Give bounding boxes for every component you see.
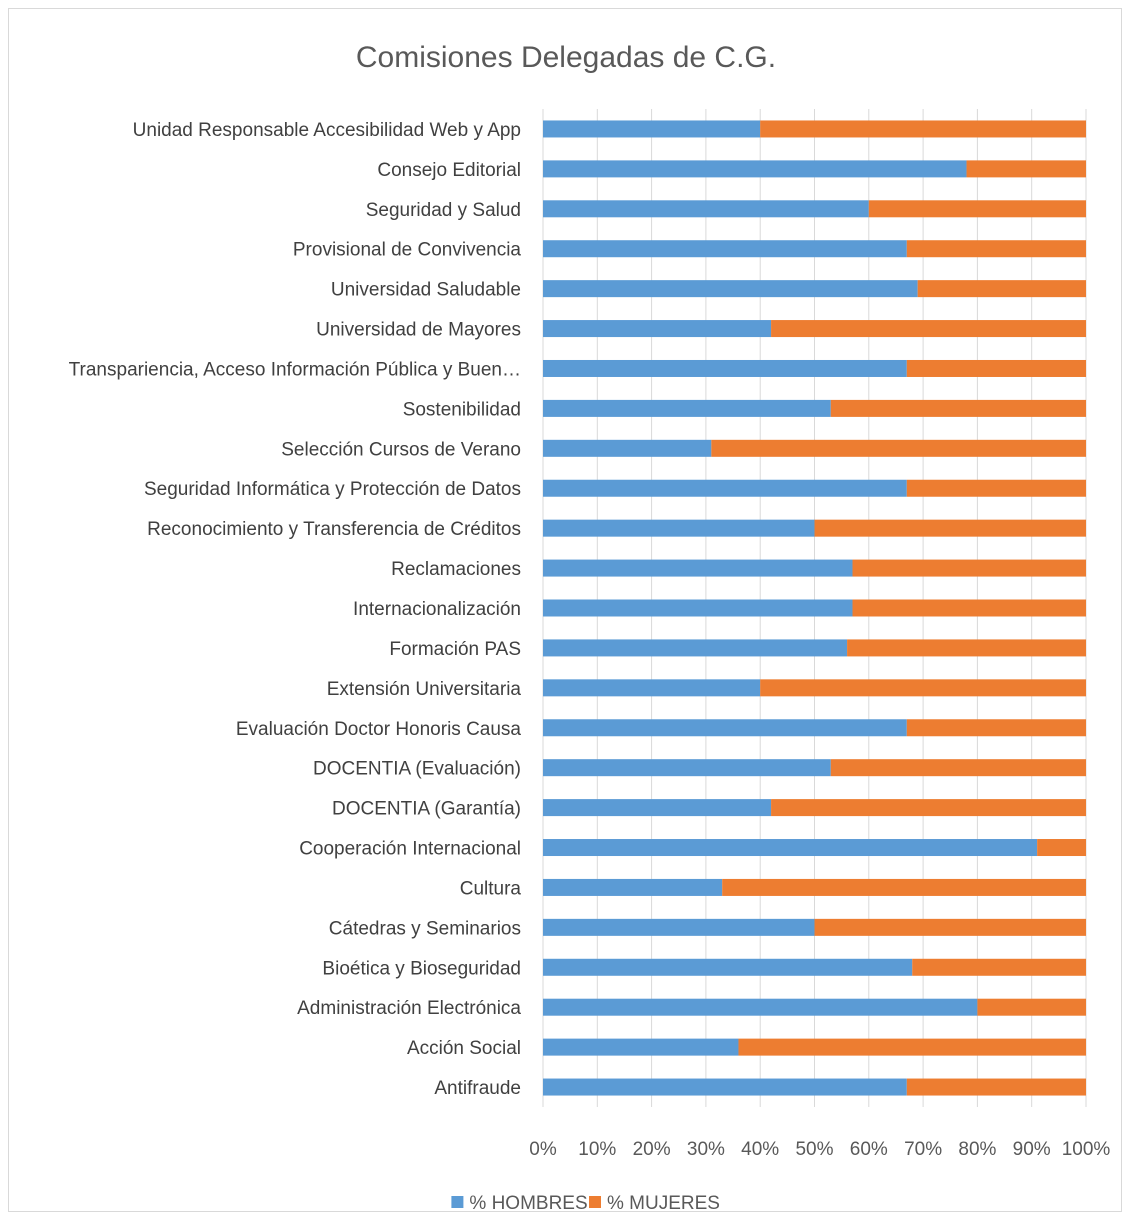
bar-mujeres bbox=[830, 759, 1086, 777]
bar-hombres bbox=[543, 200, 869, 218]
bar-mujeres bbox=[771, 320, 1086, 338]
category-label: Reconocimiento y Transferencia de Crédit… bbox=[147, 519, 521, 540]
bar-mujeres bbox=[868, 200, 1086, 218]
chart-frame: Comisiones Delegadas de C.G. Unidad Resp… bbox=[8, 8, 1122, 1213]
bar-mujeres bbox=[906, 359, 1086, 377]
bar-hombres bbox=[543, 839, 1038, 857]
bar-mujeres bbox=[814, 519, 1086, 537]
x-tick-label: 10% bbox=[578, 1139, 616, 1160]
category-label: Evaluación Doctor Honoris Causa bbox=[236, 719, 522, 740]
bar-mujeres bbox=[852, 599, 1086, 617]
bar-hombres bbox=[543, 878, 723, 896]
category-label: Sostenibilidad bbox=[403, 399, 521, 420]
category-label: Reclamaciones bbox=[391, 559, 521, 580]
category-label: Universidad de Mayores bbox=[316, 320, 521, 341]
category-label: Selección Cursos de Verano bbox=[281, 439, 521, 460]
bar-hombres bbox=[543, 519, 815, 537]
bars bbox=[543, 120, 1086, 1096]
x-tick-label: 50% bbox=[795, 1139, 833, 1160]
x-tick-label: 100% bbox=[1062, 1139, 1111, 1160]
bar-hombres bbox=[543, 799, 772, 817]
bar-hombres bbox=[543, 1038, 739, 1056]
bar-hombres bbox=[543, 759, 831, 777]
x-tick-label: 70% bbox=[904, 1139, 942, 1160]
x-tick-label: 20% bbox=[633, 1139, 671, 1160]
bar-mujeres bbox=[906, 240, 1086, 258]
category-label: Cooperación Internacional bbox=[299, 839, 521, 860]
bar-hombres bbox=[543, 639, 848, 657]
category-label: Provisional de Convivencia bbox=[293, 240, 522, 261]
bar-hombres bbox=[543, 958, 913, 976]
bar-mujeres bbox=[722, 878, 1086, 896]
bar-hombres bbox=[543, 399, 831, 417]
bar-mujeres bbox=[847, 639, 1086, 657]
x-tick-label: 30% bbox=[687, 1139, 725, 1160]
category-label: Extensión Universitaria bbox=[327, 679, 522, 700]
bar-hombres bbox=[543, 559, 853, 577]
bar-hombres bbox=[543, 599, 853, 617]
bar-mujeres bbox=[760, 679, 1086, 697]
category-label: Internacionalización bbox=[353, 599, 521, 620]
category-label: Cultura bbox=[460, 878, 522, 899]
category-label: Acción Social bbox=[407, 1038, 521, 1059]
bar-hombres bbox=[543, 918, 815, 936]
bar-mujeres bbox=[738, 1038, 1086, 1056]
bar-hombres bbox=[543, 998, 978, 1016]
bar-hombres bbox=[543, 1078, 907, 1096]
category-labels: Unidad Responsable Accesibilidad Web y A… bbox=[69, 120, 522, 1099]
category-label: Seguridad y Salud bbox=[366, 200, 521, 221]
bar-mujeres bbox=[906, 1078, 1086, 1096]
bar-mujeres bbox=[1037, 839, 1086, 857]
bar-hombres bbox=[543, 120, 761, 138]
x-axis-tick-labels: 0% 10% 20% 30% 40% 50% 60% 70% 80% 90% 100% bbox=[529, 1139, 1110, 1160]
bar-mujeres bbox=[906, 479, 1086, 497]
category-label: Formación PAS bbox=[389, 639, 521, 660]
chart-title: Comisiones Delegadas de C.G. bbox=[356, 41, 776, 74]
category-label: Unidad Responsable Accesibilidad Web y A… bbox=[133, 120, 521, 141]
legend-swatch-hombres bbox=[451, 1196, 464, 1208]
bar-mujeres bbox=[711, 439, 1086, 457]
bar-hombres bbox=[543, 719, 907, 737]
bar-mujeres bbox=[852, 559, 1086, 577]
bar-hombres bbox=[543, 240, 907, 258]
category-label: Universidad Saludable bbox=[331, 280, 521, 301]
bar-mujeres bbox=[830, 399, 1086, 417]
category-label: Consejo Editorial bbox=[377, 160, 521, 181]
x-tick-label: 40% bbox=[741, 1139, 779, 1160]
legend-label-mujeres: % MUJERES bbox=[607, 1193, 720, 1213]
legend-swatch-mujeres bbox=[589, 1196, 601, 1208]
bar-mujeres bbox=[917, 280, 1086, 298]
category-label: DOCENTIA (Garantía) bbox=[332, 799, 521, 820]
x-tick-label: 80% bbox=[958, 1139, 996, 1160]
bar-mujeres bbox=[966, 160, 1086, 178]
category-label: Cátedras y Seminarios bbox=[329, 918, 521, 939]
bar-hombres bbox=[543, 320, 772, 338]
x-tick-label: 60% bbox=[850, 1139, 888, 1160]
category-label: Antifraude bbox=[434, 1078, 521, 1099]
bar-hombres bbox=[543, 160, 967, 178]
stacked-bar-chart: Comisiones Delegadas de C.G. Unidad Resp… bbox=[69, 41, 1111, 1213]
bar-mujeres bbox=[977, 998, 1086, 1016]
bar-mujeres bbox=[760, 120, 1086, 138]
legend: % HOMBRES % MUJERES bbox=[451, 1193, 720, 1213]
x-tick-label: 0% bbox=[529, 1139, 557, 1160]
category-label: Administración Electrónica bbox=[297, 998, 521, 1019]
x-tick-label: 90% bbox=[1013, 1139, 1051, 1160]
bar-hombres bbox=[543, 439, 712, 457]
bar-mujeres bbox=[906, 719, 1086, 737]
category-label: Bioética y Bioseguridad bbox=[322, 958, 521, 979]
category-label: Seguridad Informática y Protección de Da… bbox=[144, 479, 521, 500]
bar-mujeres bbox=[771, 799, 1086, 817]
bar-hombres bbox=[543, 359, 907, 377]
category-label: Transpariencia, Acceso Información Públi… bbox=[69, 359, 521, 380]
bar-hombres bbox=[543, 679, 761, 697]
bar-hombres bbox=[543, 280, 918, 298]
bar-mujeres bbox=[912, 958, 1086, 976]
legend-label-hombres: % HOMBRES bbox=[469, 1193, 587, 1213]
category-label: DOCENTIA (Evaluación) bbox=[313, 759, 521, 780]
bar-hombres bbox=[543, 479, 907, 497]
bar-mujeres bbox=[814, 918, 1086, 936]
